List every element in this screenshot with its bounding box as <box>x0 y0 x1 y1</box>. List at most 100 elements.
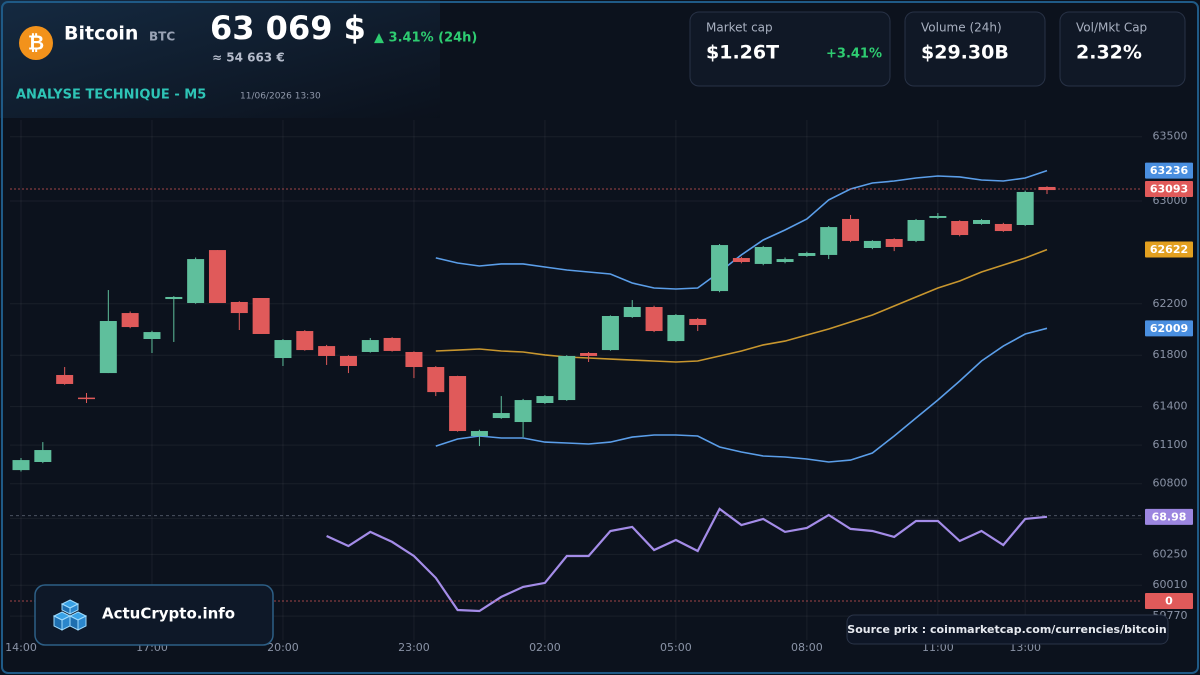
candle-body <box>99 321 117 374</box>
section-title: ANALYSE TECHNIQUE - M5 <box>16 88 206 103</box>
card-value: 2.32% <box>1076 42 1142 64</box>
candle-body <box>274 340 292 359</box>
coin-name: Bitcoin <box>64 23 138 45</box>
price-label-box <box>1145 181 1193 198</box>
price-label-box <box>1145 162 1193 179</box>
candle-body <box>56 374 74 384</box>
price: 63 069 $ <box>210 9 366 47</box>
candle-body <box>361 340 379 352</box>
candle-body <box>339 355 357 366</box>
candle-body <box>12 460 30 471</box>
x-tick-label: 05:00 <box>660 641 692 654</box>
price-label: 62009 <box>1150 322 1188 335</box>
price-label: 63093 <box>1150 183 1188 196</box>
brand-icon <box>52 599 88 631</box>
candle-body <box>580 353 598 356</box>
indicator-line <box>435 169 1048 290</box>
y-tick-label: 60010 <box>1153 578 1188 591</box>
x-tick-label: 08:00 <box>791 641 823 654</box>
logo-symbol: ₿ <box>28 31 44 55</box>
candle-body <box>558 355 576 401</box>
price-label: 0 <box>1165 594 1173 607</box>
card <box>689 11 891 87</box>
header-glow <box>0 0 440 118</box>
price-label-box <box>1145 320 1193 337</box>
candle-body <box>973 219 991 224</box>
candle-body <box>77 397 95 400</box>
brand-box <box>34 584 274 646</box>
candle-body <box>863 240 881 249</box>
candle-body <box>208 250 226 304</box>
y-tick-label: 63000 <box>1153 194 1188 207</box>
x-tick-label: 23:00 <box>398 641 430 654</box>
y-tick-label: 60800 <box>1153 477 1188 490</box>
indicator-line <box>326 507 1048 613</box>
candle-body <box>318 346 336 356</box>
brand-name: ActuCrypto.info <box>102 605 235 623</box>
source-box <box>846 614 1169 645</box>
price-label: 62622 <box>1150 243 1188 256</box>
logo <box>19 26 53 60</box>
price-label-box <box>1145 241 1193 258</box>
candle-body <box>951 221 969 236</box>
y-tick-label: 61100 <box>1153 438 1188 451</box>
candle-body <box>929 216 947 218</box>
price-label-box <box>1145 508 1193 525</box>
candle-body <box>798 253 816 256</box>
candle-body <box>492 413 510 419</box>
candle-body <box>514 400 532 423</box>
candle-body <box>645 306 663 332</box>
x-tick-label: 14:00 <box>5 641 37 654</box>
indicator-line <box>435 327 1048 463</box>
card <box>904 11 1046 87</box>
card-change: +3.41% <box>826 47 882 62</box>
candle-body <box>536 396 554 404</box>
candle-body <box>994 223 1012 232</box>
candle-body <box>121 313 139 328</box>
plot <box>10 120 1142 640</box>
card-label: Vol/Mkt Cap <box>1076 21 1147 35</box>
ticker: BTC <box>149 30 175 44</box>
candle-body <box>187 259 205 304</box>
card-value: $1.26T <box>706 42 779 64</box>
candle-body <box>623 306 641 318</box>
card-label: Market cap <box>706 21 773 35</box>
change: ▲ 3.41% (24h) <box>374 31 477 46</box>
candle-body <box>34 450 52 462</box>
candle-body <box>754 246 772 264</box>
candle-body <box>842 218 860 241</box>
x-tick-label: 20:00 <box>267 641 299 654</box>
candle-body <box>820 227 838 255</box>
timestamp: 11/06/2026 13:30 <box>240 92 321 102</box>
candle-body <box>732 258 750 263</box>
candle-body <box>667 314 685 342</box>
y-tick-label: 62200 <box>1153 297 1188 310</box>
candle-body <box>1016 191 1034 226</box>
card-label: Volume (24h) <box>921 21 1002 35</box>
y-tick-label: 60250 <box>1153 547 1188 560</box>
axis: 6350063000622006180061400611006080060530… <box>5 130 1193 654</box>
candle-body <box>907 219 925 241</box>
candle-body <box>165 296 183 300</box>
price-label-box <box>1145 592 1193 609</box>
candle-body <box>601 315 619 351</box>
candle-body <box>296 331 314 351</box>
indicator-line <box>435 248 1048 363</box>
candle-body <box>449 376 467 432</box>
price-label: 63236 <box>1150 164 1189 177</box>
candle-body <box>383 337 401 351</box>
candle-body <box>252 298 270 334</box>
candle-body <box>776 259 794 263</box>
y-tick-label: 61800 <box>1153 348 1188 361</box>
price-label: 68.98 <box>1152 510 1187 523</box>
candle-body <box>230 301 248 314</box>
candle-body <box>427 367 445 393</box>
candle-body <box>143 332 161 340</box>
source: Source prix : coinmarketcap.com/currenci… <box>847 623 1166 636</box>
candle-body <box>405 351 423 368</box>
y-tick-label: 61400 <box>1153 400 1188 413</box>
candle-body <box>885 239 903 247</box>
candle-body <box>470 431 488 437</box>
candle-body <box>689 318 707 325</box>
candle-body <box>1038 186 1056 191</box>
